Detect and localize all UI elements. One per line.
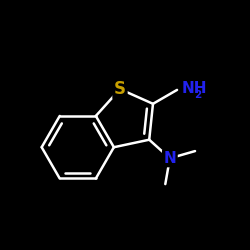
Text: 2: 2 xyxy=(194,90,202,100)
Text: NH: NH xyxy=(181,81,207,96)
Text: S: S xyxy=(114,80,126,98)
Text: N: N xyxy=(164,151,176,166)
